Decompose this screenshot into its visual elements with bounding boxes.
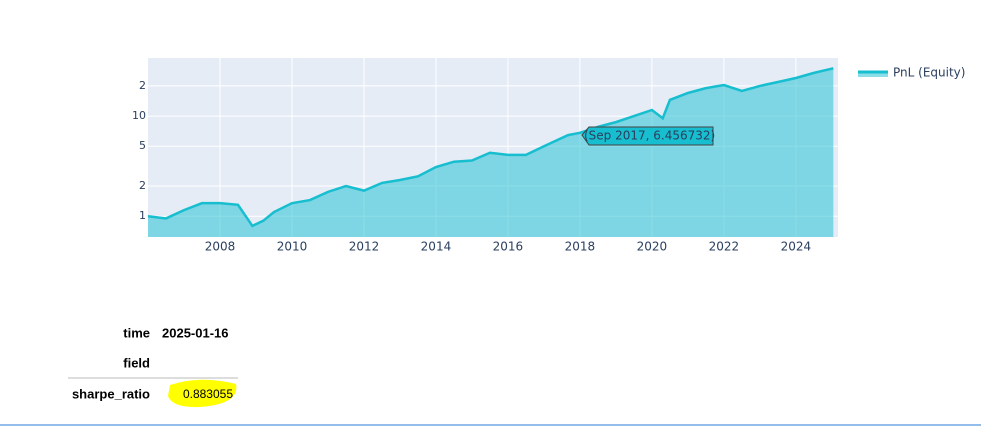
- y-tick-label: 2: [139, 79, 146, 92]
- x-tick-label: 2008: [205, 240, 236, 254]
- x-tick-label: 2024: [781, 240, 812, 254]
- table-header: 2025-01-16: [162, 325, 229, 340]
- hover-box: [581, 126, 714, 146]
- row-label: sharpe_ratio: [72, 386, 150, 401]
- table-header: time: [123, 325, 150, 340]
- x-tick-label: 2012: [349, 240, 380, 254]
- highlight: [168, 379, 237, 408]
- line: [147, 67, 834, 228]
- x-tick-label: 2016: [493, 240, 524, 254]
- area: [148, 68, 834, 237]
- legend-label: PnL (Equity): [893, 66, 965, 80]
- x-tick-label: 2020: [637, 240, 668, 254]
- y-tick-label: 1: [139, 209, 146, 222]
- y-tick-label: 5: [139, 139, 146, 152]
- legend-fill: [858, 72, 888, 77]
- x-tick-label: 2014: [421, 240, 452, 254]
- x-tick-label: 2010: [277, 240, 308, 254]
- annotation: (Sep 2017, 6.456732): [581, 126, 715, 146]
- hover-text: (Sep 2017, 6.456732): [584, 129, 715, 143]
- cell: 0.883055: [183, 387, 233, 401]
- index-name: field: [123, 355, 150, 370]
- x-tick-label: 2022: [709, 240, 740, 254]
- y-tick-label: 2: [139, 179, 146, 192]
- marks: [147, 67, 834, 237]
- y-tick-label: 10: [132, 109, 146, 122]
- x-tick-label: 2018: [565, 240, 596, 254]
